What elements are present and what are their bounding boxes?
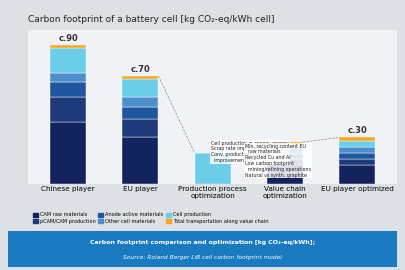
Bar	[122, 119, 158, 137]
Bar	[50, 48, 86, 73]
Bar	[339, 153, 375, 159]
Bar	[50, 45, 86, 48]
Bar	[50, 122, 86, 184]
Text: Cell production w. renew. energy
Scrap rate improvement to 3%
Conv. production p: Cell production w. renew. energy Scrap r…	[211, 140, 289, 163]
Bar	[339, 137, 375, 140]
Bar	[122, 107, 158, 119]
Text: c.90: c.90	[58, 34, 78, 43]
Bar	[267, 148, 303, 154]
Bar	[339, 140, 375, 147]
Legend: CAM raw materials, pCAM/CAM production, Anode active materials, Other cell mater: CAM raw materials, pCAM/CAM production, …	[31, 210, 270, 226]
Text: Carbon footprint of a battery cell [kg CO₂-eq/kWh cell]: Carbon footprint of a battery cell [kg C…	[28, 15, 275, 24]
Bar	[339, 165, 375, 184]
Bar	[267, 159, 303, 164]
Text: Source: Roland Berger LiB cell carbon footprint model: Source: Roland Berger LiB cell carbon fo…	[123, 255, 282, 259]
Bar	[122, 76, 158, 79]
Text: Carbon footprint comparison and optimization [kg CO₂-eq/kWh];: Carbon footprint comparison and optimiza…	[90, 240, 315, 245]
Bar	[122, 97, 158, 107]
Bar	[122, 79, 158, 97]
Bar	[122, 137, 158, 184]
Bar	[267, 142, 303, 145]
Text: c.70: c.70	[130, 65, 150, 73]
Bar	[267, 154, 303, 159]
Bar	[194, 153, 231, 184]
Bar	[50, 82, 86, 97]
Bar	[50, 73, 86, 82]
Bar	[339, 147, 375, 153]
Bar	[339, 159, 375, 165]
Bar	[267, 145, 303, 148]
Bar	[50, 97, 86, 122]
Text: c.30: c.30	[347, 126, 367, 135]
Text: Min. recycling content EU
  raw materials
Recycled Cu and Al
Low carbon footprin: Min. recycling content EU raw materials …	[245, 144, 311, 178]
Bar	[267, 164, 303, 184]
